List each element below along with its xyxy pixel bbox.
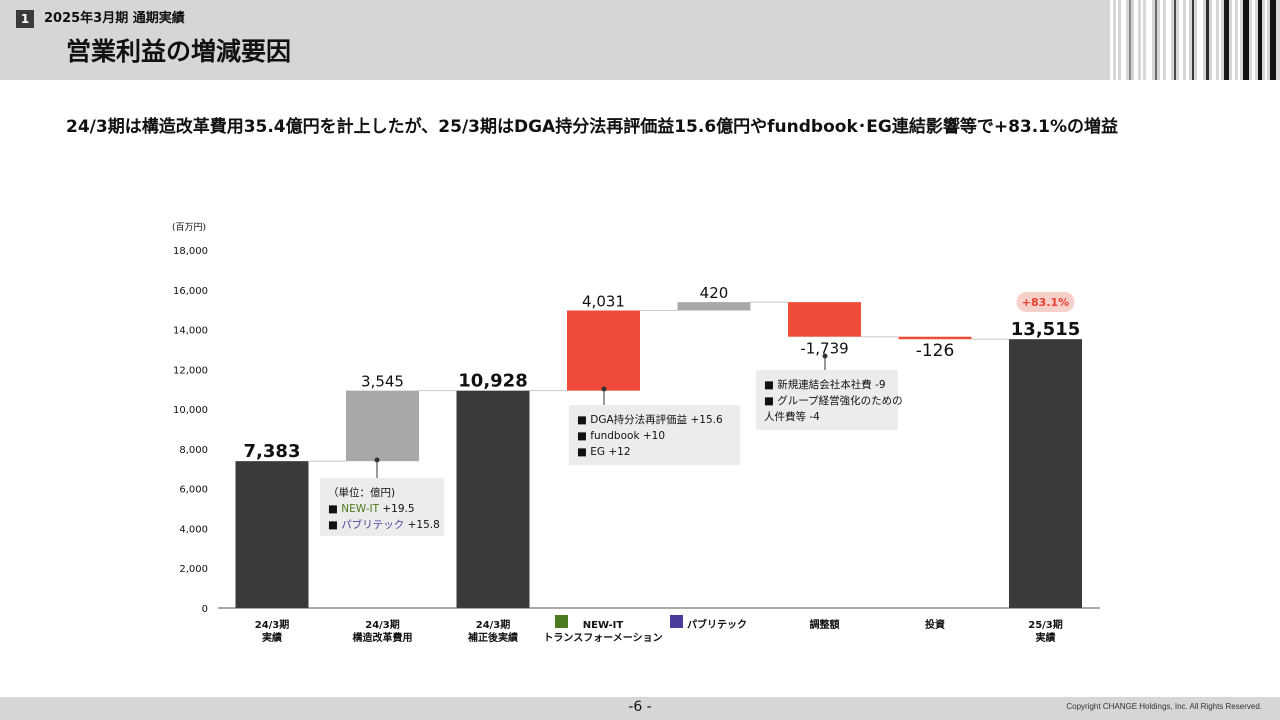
growth-badge-label: +83.1% [1022, 296, 1069, 309]
section-label: 2025年3月期 通期実績 [44, 11, 185, 26]
decrease-bar [898, 336, 972, 340]
data-label: 7,383 [244, 441, 301, 462]
header-bar: 1 2025年3月期 通期実績 営業利益の増減要因 [0, 0, 1280, 80]
annotation-text: （単位：億円) [328, 486, 395, 499]
x-category-label: 24/3期 [255, 618, 290, 631]
data-label: 10,928 [458, 371, 527, 392]
annotation-text: ■ EG +12 [577, 446, 631, 458]
x-category-label: NEW-IT [583, 620, 624, 631]
footer-bar: -6 - Copyright CHANGE Holdings, Inc. All… [0, 697, 1280, 720]
y-axis-unit-label: (百万円) [172, 222, 206, 233]
y-tick-label: 16,000 [173, 286, 208, 297]
x-category-label: 25/3期 [1028, 618, 1063, 631]
x-category-label: 24/3期 [365, 618, 400, 631]
x-category-label: 補正後実績 [467, 631, 518, 644]
annotation-text: ■ fundbook +10 [577, 430, 665, 442]
growth-badge [1016, 292, 1075, 312]
data-label: 420 [700, 284, 729, 302]
y-tick-label: 8,000 [179, 445, 208, 456]
publitech-legend-swatch [670, 615, 683, 628]
y-tick-label: 4,000 [179, 524, 208, 535]
x-category-label: パブリテック [687, 618, 747, 631]
annotation-text: 人件費等 -4 [764, 410, 820, 423]
copyright: Copyright CHANGE Holdings, Inc. All Righ… [1066, 702, 1262, 711]
x-category-label: 投資 [925, 618, 945, 631]
y-tick-label: 12,000 [173, 365, 208, 376]
x-category-label: 実績 [262, 631, 282, 644]
increase-bar [567, 310, 640, 391]
annotation-dot [822, 353, 828, 359]
total-bar [456, 390, 530, 608]
annotation-text: ■ グループ経営強化のための [764, 394, 903, 407]
annotation-text: ■ 新規連結会社本社費 -9 [764, 378, 886, 391]
annotation-dot [374, 457, 380, 463]
annotation-box [320, 478, 444, 536]
waterfall-chart: (百万円) 0 2,000 4,000 6,000 8,000 10,000 12,000 14… [172, 222, 1100, 644]
x-category-label: トランスフォーメーション [543, 632, 662, 644]
annotation-text: ■ DGA持分法再評価益 +15.6 [577, 413, 723, 426]
page-title: 営業利益の増減要因 [66, 37, 292, 66]
data-label: -1,739 [800, 340, 848, 358]
y-tick-label: 10,000 [173, 405, 208, 416]
data-label: 13,515 [1011, 319, 1080, 340]
annotation-text: ■ パブリテック +15.8 [328, 518, 440, 531]
total-bar [1009, 339, 1082, 608]
decrease-bar [788, 302, 861, 337]
data-label: 4,031 [582, 292, 625, 310]
section-number-badge: 1 [16, 10, 34, 28]
x-category-label: 構造改革費用 [353, 631, 413, 644]
barcode-decoration-icon [1108, 0, 1280, 80]
total-bar [235, 461, 309, 608]
data-label: 3,545 [361, 373, 404, 391]
x-category-label: 実績 [1036, 631, 1056, 644]
y-tick-label: 14,000 [173, 326, 208, 337]
annotation-dot [601, 386, 607, 392]
y-tick-label: 0 [202, 604, 208, 615]
y-tick-label: 6,000 [179, 485, 208, 496]
x-category-label: 24/3期 [476, 618, 511, 631]
increase-bar [346, 390, 419, 462]
page-number: -6 - [628, 699, 652, 715]
annotation-text: ■ NEW-IT +19.5 [328, 503, 415, 515]
annotation-box [569, 405, 740, 465]
x-category-label: 調整額 [810, 618, 840, 631]
annotation-box [756, 370, 898, 430]
y-tick-label: 2,000 [179, 564, 208, 575]
y-tick-label: 18,000 [173, 246, 208, 257]
data-label: -126 [916, 341, 955, 361]
newit-legend-swatch [555, 615, 568, 628]
headline: 24/3期は構造改革費用35.4億円を計上したが、25/3期はDGA持分法再評価… [66, 117, 1119, 137]
increase-bar [677, 302, 751, 311]
